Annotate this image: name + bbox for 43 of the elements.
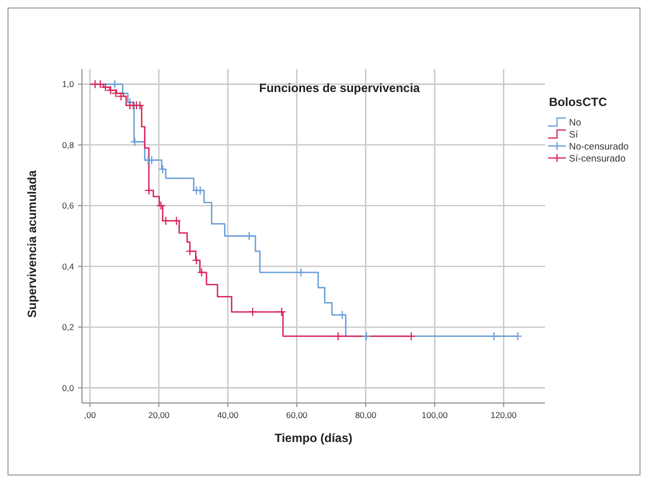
legend-label: No-censurado [569,142,629,152]
x-tick-label: 40,00 [217,410,239,420]
y-tick-label: 0,0 [62,382,74,393]
point [338,310,347,320]
point [130,137,140,146]
y-tick-label: 0,6 [62,200,74,211]
point [147,155,156,165]
point [244,231,254,241]
point [172,216,182,226]
x-tick-label: ,00 [84,410,96,420]
point [158,164,168,174]
y-tick-label: 0,4 [62,261,74,272]
x-tick-label: 60,00 [286,410,308,420]
legend-title: BolosCTC [549,95,608,109]
point [296,268,306,278]
x-axis-title: Tiempo (días) [274,431,352,445]
point [334,332,343,341]
x-tick-label: 20,00 [148,410,170,420]
y-tick-label: 1,0 [62,79,74,90]
point [185,246,195,256]
point [196,186,205,196]
point [192,256,202,265]
y-axis-title: Supervivencia acumulada [25,170,39,318]
legend-label: No [569,118,582,128]
y-tick-label: 0,2 [62,322,74,332]
legend-label: Sí-censurado [569,154,626,164]
x-tick-label: 100,00 [422,410,448,420]
point [489,332,499,341]
point [248,307,258,317]
point [161,216,170,226]
y-tick-label: 0,8 [62,140,74,150]
point [197,268,206,278]
x-tick-label: 80,00 [355,410,377,420]
point [406,332,416,341]
x-tick-label: 120,00 [490,410,517,420]
point [110,80,120,89]
text: Funciones de supervivencia [259,81,420,95]
point [144,186,154,196]
point [277,307,286,317]
legend-label: Sí [569,130,578,140]
point [156,201,166,210]
point [513,332,522,341]
point [362,332,372,341]
